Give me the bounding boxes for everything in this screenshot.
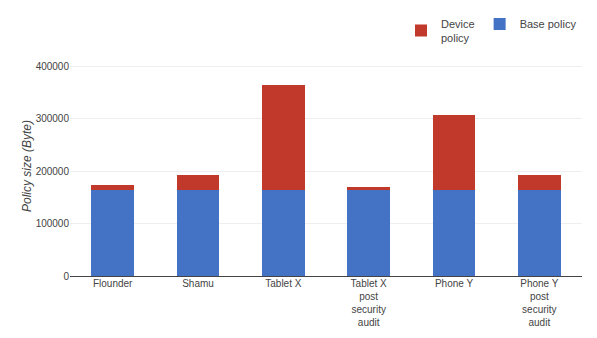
svg-text:Base policy: Base policy (520, 18, 577, 30)
svg-text:Phone Y: Phone Y (435, 278, 474, 289)
svg-text:Tablet X: Tablet X (265, 278, 301, 289)
svg-text:Flounder: Flounder (93, 278, 133, 289)
svg-text:Phone Ypostsecurityaudit: Phone Ypostsecurityaudit (520, 278, 559, 328)
svg-text:100000: 100000 (36, 218, 70, 229)
svg-text:Shamu: Shamu (182, 278, 214, 289)
svg-text:Tablet Xpostsecurityaudit: Tablet Xpostsecurityaudit (351, 278, 387, 328)
svg-text:Devicepolicy: Devicepolicy (441, 18, 475, 44)
svg-text:400000: 400000 (36, 61, 70, 72)
svg-text:200000: 200000 (36, 166, 70, 177)
svg-text:Policy size (Byte): Policy size (Byte) (20, 120, 34, 212)
svg-text:0: 0 (63, 271, 69, 282)
svg-text:300000: 300000 (36, 113, 70, 124)
